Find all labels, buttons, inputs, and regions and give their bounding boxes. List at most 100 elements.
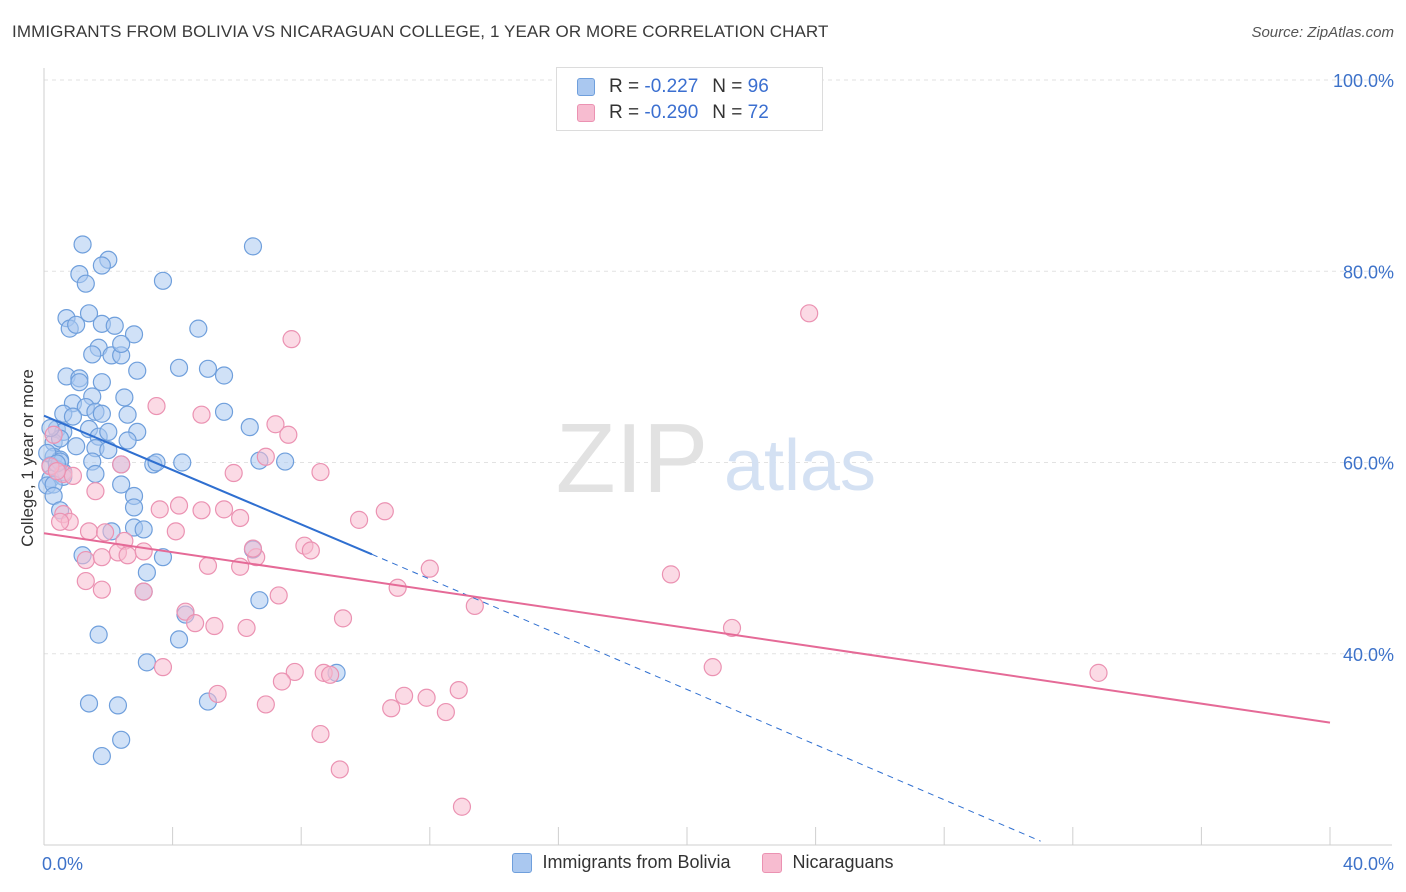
nicaragua-point — [63, 466, 83, 485]
nicaragua-point — [301, 541, 320, 560]
series-legend-bolivia[interactable]: Immigrants from Bolivia — [512, 852, 730, 873]
bolivia-point — [189, 319, 208, 338]
bolivia-point — [214, 366, 234, 385]
legend-n-label: N = — [712, 102, 743, 123]
legend-r-label: R = — [609, 76, 640, 97]
nicaragua-point — [92, 580, 111, 599]
nicaragua-point — [44, 425, 63, 444]
nicaragua-point — [208, 684, 227, 704]
chart-title: IMMIGRANTS FROM BOLIVIA VS NICARAGUAN CO… — [12, 22, 829, 41]
nicaragua-point — [243, 539, 263, 558]
nicaragua-point — [321, 665, 340, 684]
nicaragua-point — [449, 680, 468, 700]
bolivia-point — [89, 625, 108, 644]
bolivia-point — [118, 431, 137, 450]
bolivia-point — [63, 407, 83, 426]
bolivia-point — [250, 591, 269, 610]
bolivia-point — [169, 630, 189, 649]
bolivia-point — [92, 256, 111, 275]
nicaragua-point — [169, 496, 189, 515]
bolivia-point — [276, 452, 295, 471]
x-tick-label: 0.0% — [42, 854, 83, 874]
legend-swatch-bolivia — [577, 78, 595, 96]
nicaragua-point — [112, 455, 131, 474]
bolivia-point — [128, 361, 147, 380]
nicaragua-point — [703, 658, 722, 677]
bolivia-point — [67, 315, 86, 334]
bolivia-point — [240, 418, 259, 437]
x-tick-label: 40.0% — [1343, 854, 1394, 874]
nicaragua-point — [50, 512, 70, 531]
bolivia-point — [118, 405, 137, 424]
nicaragua-point — [150, 500, 169, 519]
nicaragua-point — [231, 508, 250, 528]
nicaragua-point — [452, 797, 472, 816]
nicaragua-point — [166, 522, 185, 541]
series-swatch-nicaragua — [762, 852, 783, 873]
nicaragua-point — [722, 618, 742, 638]
points-layer — [38, 235, 1108, 816]
nicaragua-point — [198, 556, 218, 575]
nicaragua-point — [118, 546, 137, 565]
nicaragua-point — [47, 462, 66, 481]
nicaragua-point — [153, 658, 173, 677]
nicaragua-point — [224, 463, 243, 483]
legend-r-value: -0.227 — [644, 76, 699, 97]
nicaragua-point — [417, 688, 436, 707]
bolivia-point — [115, 388, 134, 407]
bolivia-point — [108, 696, 128, 715]
nicaragua-point — [205, 616, 224, 636]
nicaragua-point — [349, 510, 369, 529]
nicaragua-point — [382, 699, 401, 718]
series-swatch-bolivia — [512, 852, 533, 873]
nicaragua-point — [76, 571, 95, 591]
bolivia-trend-line — [43, 414, 373, 556]
series-legend: Immigrants from Bolivia Nicaraguans — [0, 852, 1406, 873]
bolivia-point — [99, 422, 118, 441]
y-tick-label: 100.0% — [1333, 71, 1394, 91]
bolivia-point — [92, 404, 111, 423]
nicaragua-point — [394, 686, 414, 705]
bolivia-point — [137, 563, 156, 582]
nicaragua-point — [333, 609, 353, 628]
bolivia-point — [214, 402, 234, 421]
bolivia-point — [173, 453, 192, 472]
bolivia-point — [70, 373, 89, 392]
nicaragua-point — [279, 425, 298, 444]
y-tick-label: 40.0% — [1343, 645, 1394, 665]
nicaragua-point — [134, 542, 153, 561]
nicaragua-point — [76, 550, 95, 570]
bolivia-point — [198, 359, 218, 378]
nicaragua-point — [192, 501, 211, 520]
nicaragua-point — [92, 548, 111, 567]
bolivia-trend-extension — [371, 553, 1041, 842]
bolivia-point — [92, 373, 111, 392]
watermark-zip: ZIP — [556, 403, 708, 513]
nicaragua-point — [134, 582, 153, 601]
y-tick-label: 60.0% — [1343, 454, 1394, 474]
bolivia-point — [137, 653, 156, 672]
nicaragua-point — [79, 522, 99, 541]
nicaragua-point — [285, 662, 304, 682]
nicaragua-point — [237, 618, 256, 638]
nicaragua-point — [661, 565, 681, 584]
nicaragua-point — [388, 578, 407, 597]
bolivia-point — [76, 274, 95, 293]
bolivia-point — [67, 437, 86, 456]
series-label-nicaragua: Nicaraguans — [792, 852, 894, 872]
series-legend-nicaragua[interactable]: Nicaraguans — [762, 852, 894, 873]
nicaragua-point — [256, 695, 275, 714]
nicaragua-point — [86, 482, 105, 501]
bolivia-point — [169, 358, 189, 377]
nicaragua-point — [330, 760, 349, 779]
watermark: ZIP atlas — [556, 403, 876, 513]
legend-swatch-nicaragua — [577, 104, 595, 122]
bolivia-point — [105, 316, 124, 335]
bolivia-point — [92, 746, 111, 766]
bolivia-point — [112, 475, 131, 494]
nicaragua-point — [266, 415, 285, 434]
chart-source: Source: ZipAtlas.com — [1251, 24, 1394, 41]
bolivia-point — [79, 694, 99, 713]
bolivia-point — [153, 548, 173, 567]
nicaragua-point — [436, 702, 455, 722]
